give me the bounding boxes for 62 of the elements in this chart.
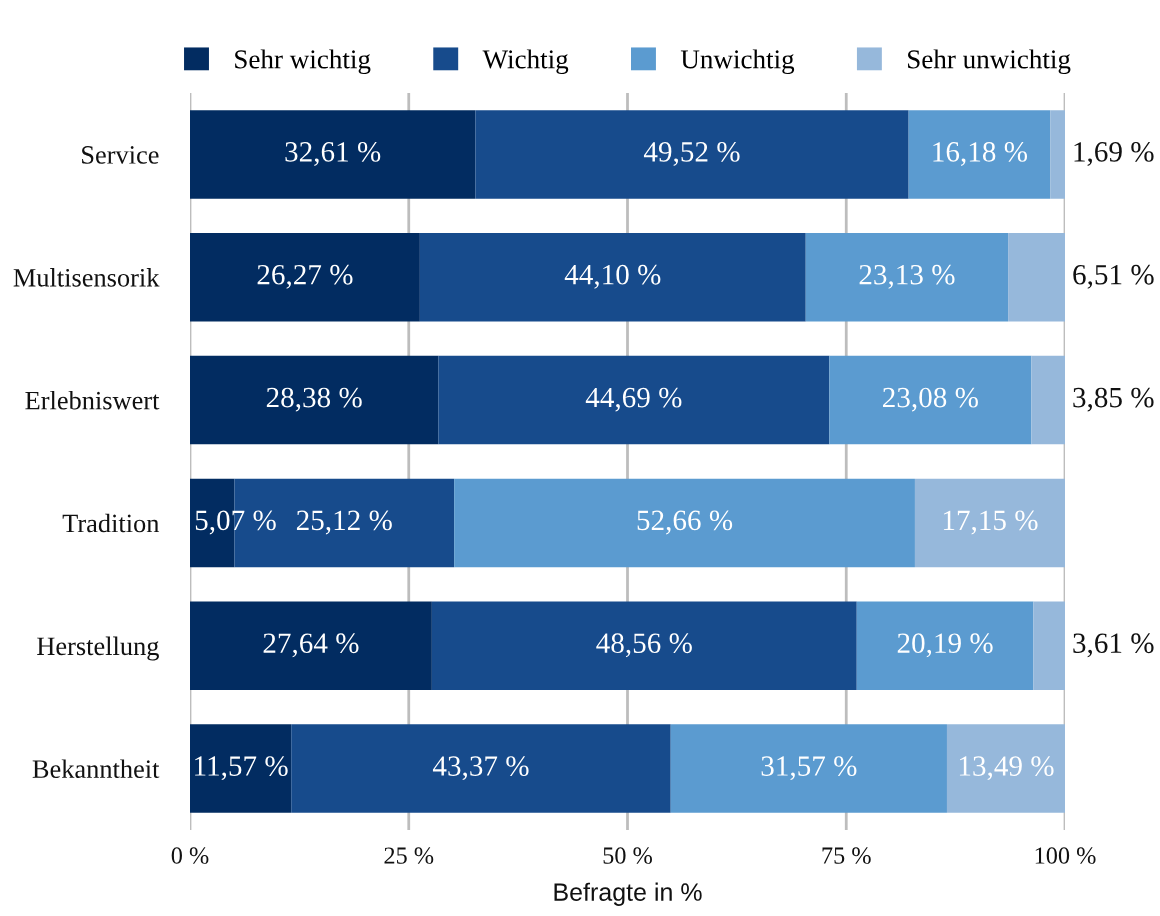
y-tick-label: Multisensorik [13,268,160,287]
data-label: 16,18 % [933,142,1028,166]
data-label: 43,37 % [432,756,529,781]
data-label: 44,10 % [564,264,661,289]
data-label: 48,56 % [596,633,692,658]
bar [914,478,1065,568]
data-label: 31,57 % [761,756,857,781]
y-tick-label: Tradition [62,513,160,533]
data-label: 17,15 % [943,510,1038,535]
legend-label: Sehr wichtig [235,49,371,75]
bar [1050,110,1065,199]
y-tick-label: Herstellung [37,636,159,661]
x-tick-label: 50 % [603,847,652,864]
bar [805,233,1009,322]
data-label: 28,38 % [266,387,362,412]
bar [431,601,857,690]
data-label: 3,85 % [1073,387,1154,412]
bar [856,601,1034,690]
data-label: 25,12 % [296,510,392,535]
legend-label: Unwichtig [680,49,795,75]
bar [908,110,1051,199]
data-label: 49,52 % [643,142,740,166]
x-axis-title: Befragte in % [554,882,702,906]
data-label: 20,19 % [897,633,993,658]
data-label: 32,61 % [285,142,381,166]
y-tick-label: Service [82,146,159,164]
bar [829,355,1032,445]
data-label: 1,69 % [1074,142,1154,166]
bar [190,724,292,813]
data-label: 23,08 % [883,387,978,412]
data-label: 26,27 % [257,264,353,289]
bar [190,355,439,445]
bar [438,355,830,445]
x-tick-label: 0 % [171,847,209,864]
bar [946,724,1065,813]
data-label: 52,66 % [637,510,733,535]
data-label: 27,64 % [263,633,359,658]
data-label: 13,49 % [959,756,1054,781]
bar [1033,601,1065,690]
x-tick-label: 25 % [384,847,434,864]
y-tick-label: Bekanntheit [32,759,160,778]
y-tick-label: Erlebniswert [25,390,160,410]
data-label: 6,51 % [1073,264,1154,289]
data-label: 44,69 % [585,387,682,412]
bar [190,601,432,690]
legend-label: Sehr unwichtig [908,49,1071,75]
data-label: 3,61 % [1073,633,1154,658]
bar [190,233,420,322]
x-tick-label: 75 % [822,847,871,864]
bar [1031,355,1065,445]
data-label: 23,13 % [859,264,955,289]
bar [670,724,947,813]
bar [291,724,671,813]
bar [1008,233,1065,322]
data-label: 11,57 % [195,756,288,781]
bar [419,233,806,322]
bar [475,110,909,199]
bar [454,478,915,568]
data-label: 5,07 % [195,510,276,535]
x-tick-label: 100 % [1035,847,1096,864]
legend-label: Wichtig [482,49,569,75]
bar [190,110,476,199]
